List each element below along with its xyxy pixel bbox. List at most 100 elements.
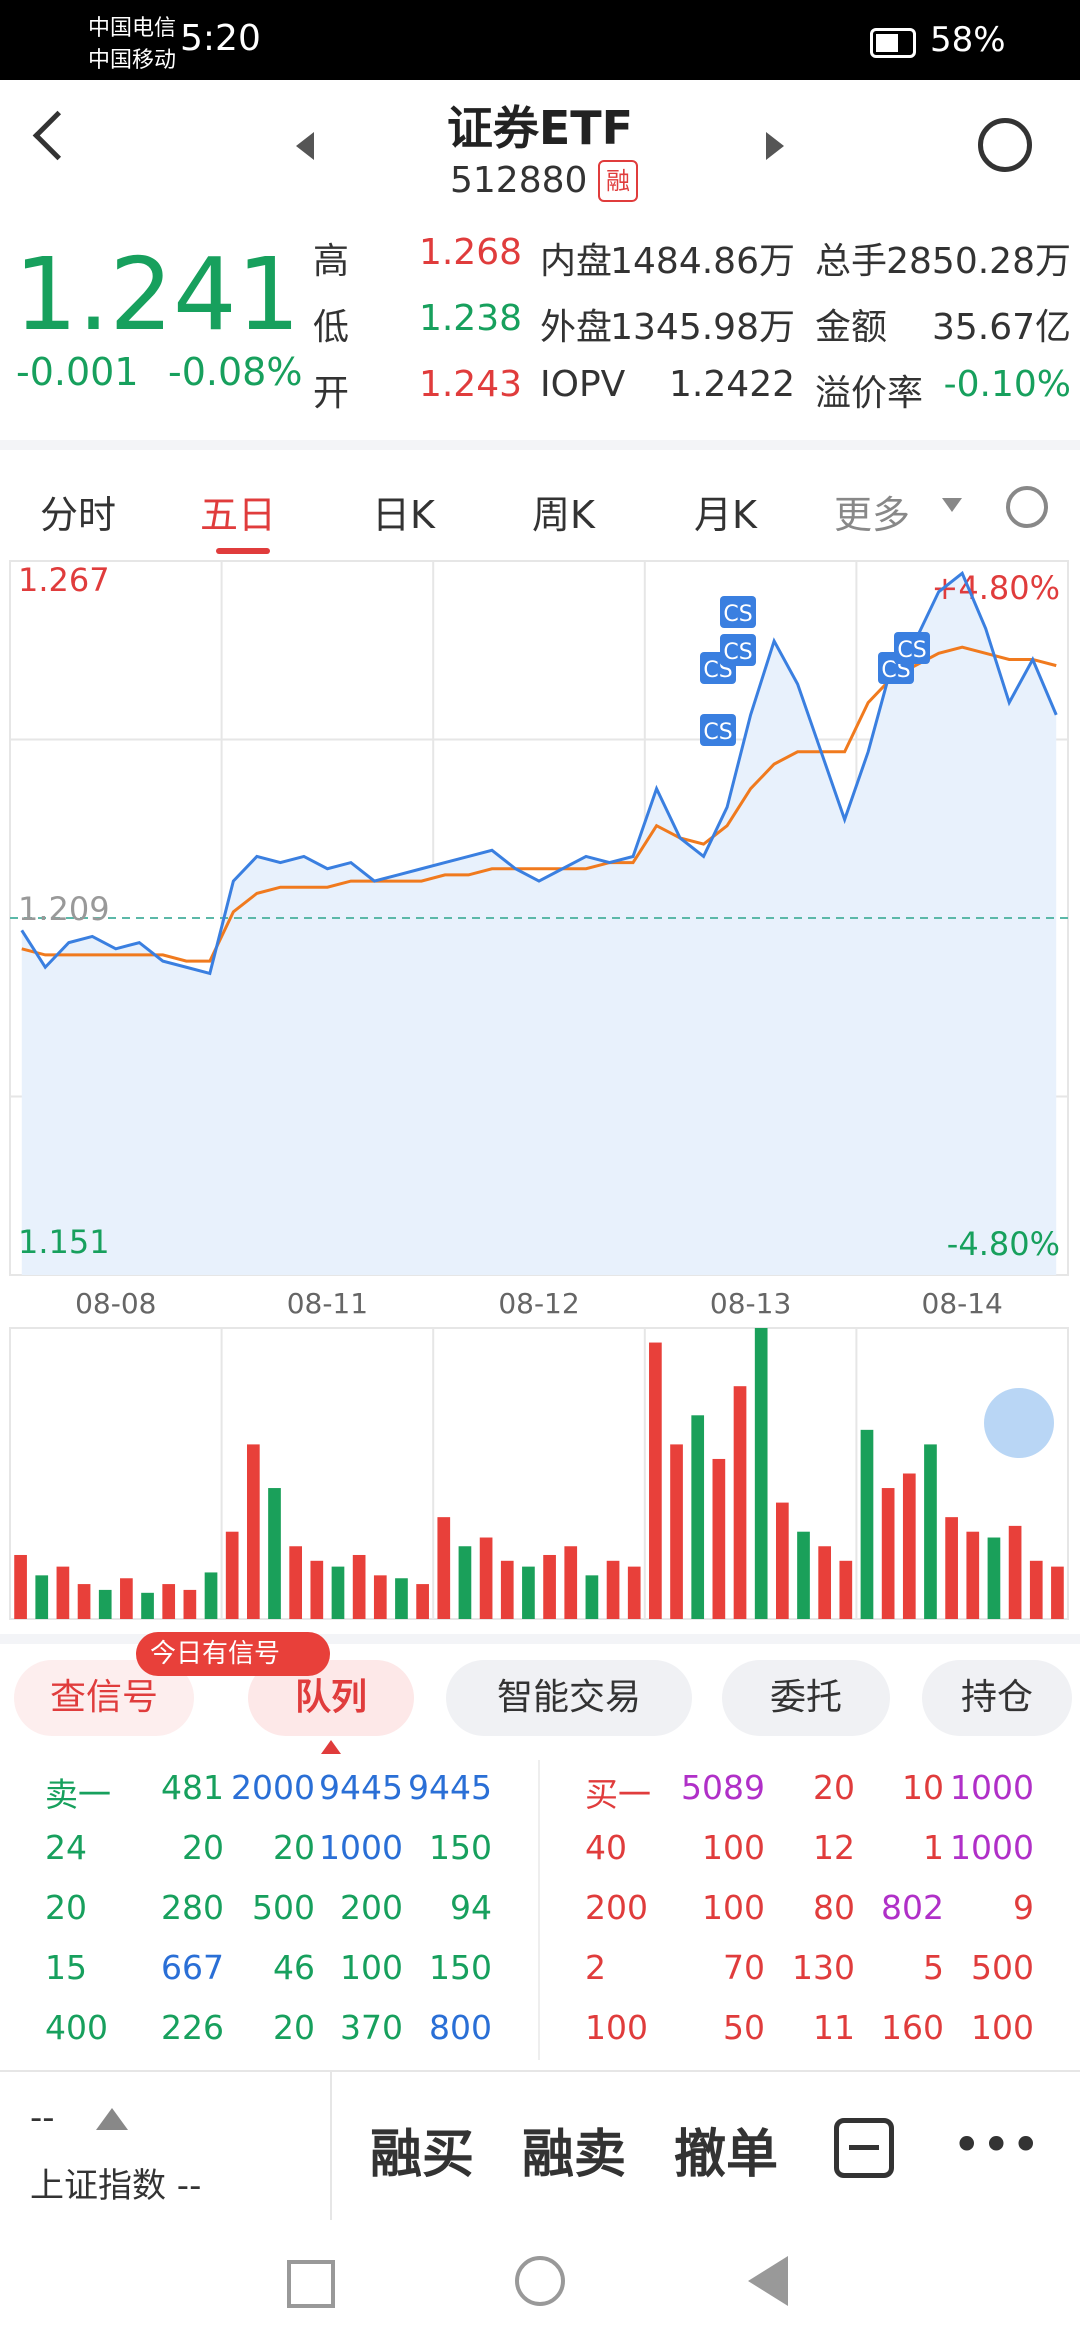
volume-bar: [754, 1328, 768, 1619]
stat-cell: 1.238: [418, 298, 522, 339]
stat-cell: 1484.86万: [610, 241, 795, 282]
action-pill[interactable]: 委托: [722, 1660, 890, 1736]
order-cell: 20: [45, 1888, 87, 1927]
order-cell: 100: [702, 1828, 765, 1867]
volume-bar: [860, 1429, 874, 1619]
next-arrow[interactable]: [766, 132, 784, 160]
volume-bar: [268, 1488, 281, 1619]
order-cell: 150: [429, 1948, 492, 1987]
x-tick-label: 08-08: [75, 1287, 156, 1320]
volume-bar: [775, 1502, 789, 1619]
margin-badge: 融: [598, 160, 638, 202]
trade-button[interactable]: 撤单: [674, 2125, 779, 2185]
carrier: 中国电信: [88, 16, 177, 41]
nav-back[interactable]: [748, 2256, 788, 2306]
order-cell: 150: [429, 1828, 492, 1867]
stat-cell: 低: [313, 307, 350, 348]
title: 证券ETF: [446, 101, 634, 155]
settings-icon[interactable]: [1006, 486, 1048, 528]
order-cell: 80: [813, 1888, 855, 1927]
order-cell: 481: [161, 1768, 224, 1807]
volume-bar: [141, 1592, 154, 1619]
more-button[interactable]: •••: [952, 2116, 1041, 2174]
signal-label: CS: [897, 638, 926, 663]
volume-bar: [797, 1531, 810, 1619]
order-cell: 400: [45, 2008, 108, 2047]
price-line: [20, 570, 1058, 976]
volume-bar: [712, 1458, 726, 1619]
volume-bar: [310, 1560, 324, 1619]
volume-bar: [352, 1554, 366, 1619]
volume-bar: [966, 1531, 980, 1619]
signal-marker: [894, 632, 930, 664]
volume-bar: [1051, 1566, 1064, 1619]
tab[interactable]: 日K: [372, 493, 435, 537]
tab[interactable]: 周K: [532, 493, 595, 537]
chart: 08-08 08-11 08-12 08-13 08-14 1.151 1.209 1.267…: [9, 560, 1069, 1620]
price-area: [21, 573, 1057, 1275]
status-bar: 中国电信 中国移动 5:20 58%: [0, 0, 1080, 80]
signal-marker: [720, 634, 756, 666]
order-cell: 280: [161, 1888, 224, 1927]
stat-cell: 1.243: [418, 364, 522, 405]
tab[interactable]: 五日: [200, 493, 277, 537]
stat-cell: 2850.28万: [886, 241, 1071, 282]
nav-recent[interactable]: [287, 2260, 335, 2308]
prev-arrow[interactable]: [296, 132, 314, 160]
index-name[interactable]: 上证指数 --: [30, 2166, 202, 2206]
order-cell: 667: [161, 1948, 224, 1987]
order-cell: 1000: [950, 1828, 1034, 1867]
battery-icon: [870, 28, 916, 58]
volume-bar: [395, 1578, 408, 1619]
volume-bar: [437, 1517, 451, 1619]
stat-cell: IOPV: [540, 364, 626, 405]
avg-line: [21, 645, 1057, 963]
tab[interactable]: 更多: [834, 493, 911, 537]
volume-bar: [14, 1554, 27, 1619]
minus-button[interactable]: [834, 2118, 894, 2178]
signal-label: CS: [703, 720, 732, 745]
nav-home[interactable]: [515, 2256, 565, 2306]
order-cell: 160: [881, 2008, 944, 2047]
order-cell: 11: [813, 2008, 855, 2047]
divider: [0, 440, 1080, 450]
tab[interactable]: 分时: [40, 493, 117, 537]
volume-bar: [691, 1415, 705, 1619]
y-tick-label: 1.151: [18, 1223, 110, 1261]
order-cell: 200: [340, 1888, 403, 1927]
signal-marker: [720, 596, 756, 628]
volume-bar: [98, 1589, 112, 1619]
order-cell: 200: [585, 1888, 648, 1927]
signal-marker: [700, 714, 736, 746]
order-cell: 100: [971, 2008, 1034, 2047]
volume-bar: [373, 1575, 387, 1619]
volume-bar: [77, 1584, 91, 1619]
order-cell: 1: [923, 1828, 944, 1867]
order-cell: 130: [792, 1948, 855, 1987]
tab[interactable]: 月K: [694, 493, 757, 537]
stat-cell: 1.268: [418, 232, 522, 273]
volume-bar: [183, 1589, 197, 1619]
volume-bar: [35, 1575, 49, 1619]
volume-bar: [649, 1342, 662, 1619]
order-cell: 370: [340, 2008, 403, 2047]
expand-button[interactable]: [984, 1388, 1054, 1458]
action-pill[interactable]: 智能交易: [446, 1660, 692, 1736]
divider: [0, 1634, 1080, 1644]
search-button[interactable]: [978, 118, 1032, 172]
volume-frame: [9, 1327, 1069, 1620]
trade-button[interactable]: 融卖: [522, 2125, 627, 2185]
action-pill[interactable]: 持仓: [922, 1660, 1072, 1736]
active-caret: [321, 1740, 341, 1754]
order-cell: 15: [45, 1948, 87, 1987]
last-price: 1.241: [14, 236, 301, 353]
clock: 5:20: [180, 18, 261, 59]
stat-cell: 35.67亿: [931, 307, 1071, 348]
trade-button[interactable]: 融买: [370, 2125, 475, 2185]
order-cell: 802: [881, 1888, 944, 1927]
volume-bar: [543, 1554, 556, 1619]
volume-bar: [458, 1546, 472, 1619]
volume-bar: [818, 1546, 832, 1619]
volume-bar: [500, 1560, 514, 1619]
order-cell: 2: [585, 1948, 606, 1987]
